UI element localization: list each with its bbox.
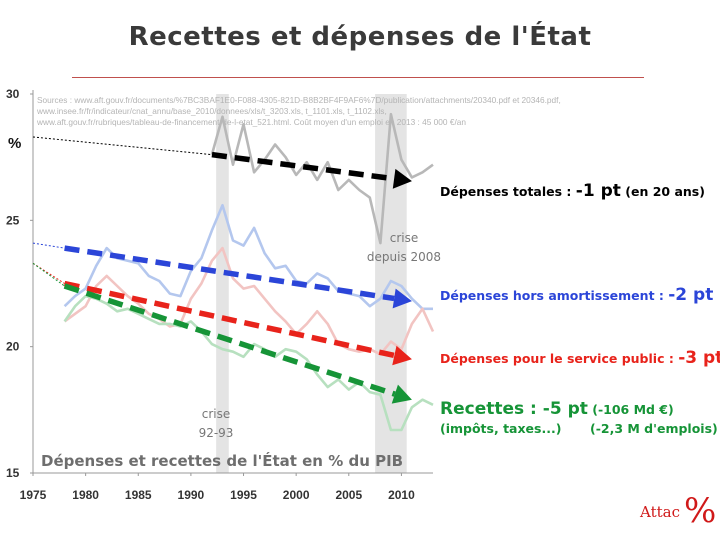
annotation-recettes_sub2-part-0: (-2,3 M d'emplois) bbox=[590, 421, 718, 436]
attac-logo-text: Attac bbox=[640, 503, 680, 521]
trend-arrowhead-0 bbox=[392, 168, 412, 189]
y-tick-15: 15 bbox=[6, 466, 20, 480]
x-tick-1990: 1990 bbox=[178, 488, 205, 502]
trend-line-2 bbox=[63, 280, 395, 359]
annotation-total-part-1: -1 pt bbox=[576, 181, 621, 201]
x-tick-2005: 2005 bbox=[335, 488, 362, 502]
annotation-service-part-1: -3 pt bbox=[678, 348, 720, 368]
x-tick-2000: 2000 bbox=[283, 488, 310, 502]
x-tick-1985: 1985 bbox=[125, 488, 152, 502]
y-tick-25: 25 bbox=[6, 213, 20, 227]
series-line-0 bbox=[210, 112, 434, 245]
annotation-recettes-part-0: Recettes : -5 pt bbox=[440, 399, 588, 419]
x-tick-1975: 1975 bbox=[20, 488, 47, 502]
title-divider bbox=[72, 77, 644, 78]
annotation-recettes: Recettes : -5 pt (-106 Md €) bbox=[440, 399, 674, 419]
series-line-1 bbox=[63, 203, 433, 311]
source-line-0: Sources : www.aft.gouv.fr/documents/%7BC… bbox=[37, 95, 561, 105]
trend-extension-1 bbox=[32, 242, 65, 249]
series-lines bbox=[63, 112, 435, 432]
trend-line-3 bbox=[63, 283, 396, 397]
trend-arrowhead-3 bbox=[391, 384, 412, 404]
trend-arrowhead-2 bbox=[392, 345, 412, 366]
y-tick-20: 20 bbox=[6, 340, 20, 354]
annotation-recettes-part-1: (-106 Md €) bbox=[588, 402, 674, 417]
crise-label-2-line2: depuis 2008 bbox=[367, 250, 441, 264]
annotation-hors-part-1: -2 pt bbox=[668, 285, 713, 305]
x-tick-1980: 1980 bbox=[72, 488, 99, 502]
x-tick-2010: 2010 bbox=[388, 488, 415, 502]
crise-label-2-line1: crise bbox=[390, 231, 419, 245]
trend-line-1 bbox=[64, 245, 395, 302]
source-line-1: www.insee.fr/fr/indicateur/cnat_annu/bas… bbox=[36, 106, 387, 116]
crise-label-1-line1: crise bbox=[202, 407, 231, 421]
sources: Sources : www.aft.gouv.fr/documents/%7BC… bbox=[36, 95, 561, 127]
chart-caption: Dépenses et recettes de l'État en % du P… bbox=[41, 451, 403, 470]
trend-extension-3 bbox=[32, 262, 65, 287]
annotation-recettes_sub1-part-0: (impôts, taxes...) bbox=[440, 421, 561, 436]
annotation-hors-part-0: Dépenses hors amortissement : bbox=[440, 288, 668, 303]
annotation-total-part-3: en 20 ans) bbox=[631, 184, 705, 199]
crise-label-1-line2: 92-93 bbox=[199, 426, 234, 440]
attac-logo-percent: % bbox=[684, 491, 717, 531]
axes: 15 20 25 30 1975 1980 1985 1990 1995 2000 2005 2010… bbox=[6, 87, 433, 502]
trend-line-0 bbox=[211, 151, 395, 182]
series-line-3 bbox=[63, 294, 434, 432]
trend-arrowhead-1 bbox=[392, 288, 412, 309]
page-title: Recettes et dépenses de l'État bbox=[128, 22, 592, 52]
y-tick-30: 30 bbox=[6, 87, 20, 101]
crisis-band-0 bbox=[216, 94, 229, 473]
annotation-total-part-2: ( bbox=[621, 184, 631, 199]
labels: crise 92-93 crise depuis 2008 Dépenses et re… bbox=[41, 181, 720, 470]
annotation-hors: Dépenses hors amortissement : -2 pt bbox=[440, 285, 713, 305]
annotation-total-part-0: Dépenses totales : bbox=[440, 184, 576, 199]
annotation-recettes_sub1: (impôts, taxes...) bbox=[440, 421, 561, 436]
trend-extension-0 bbox=[32, 136, 212, 156]
crisis-bands bbox=[216, 94, 407, 473]
trend-lines bbox=[32, 136, 412, 404]
series-line-2 bbox=[63, 246, 435, 356]
y-axis-label: % bbox=[8, 135, 21, 152]
source-line-2: www.aft.gouv.fr/rubriques/tableau-de-fin… bbox=[36, 117, 466, 127]
annotation-service-part-0: Dépenses pour le service public : bbox=[440, 351, 678, 366]
annotation-total: Dépenses totales : -1 pt (en 20 ans) bbox=[440, 181, 705, 201]
x-tick-1995: 1995 bbox=[230, 488, 257, 502]
annotation-service: Dépenses pour le service public : -3 pt bbox=[440, 348, 720, 368]
annotation-recettes_sub2: (-2,3 M d'emplois) bbox=[590, 421, 718, 436]
